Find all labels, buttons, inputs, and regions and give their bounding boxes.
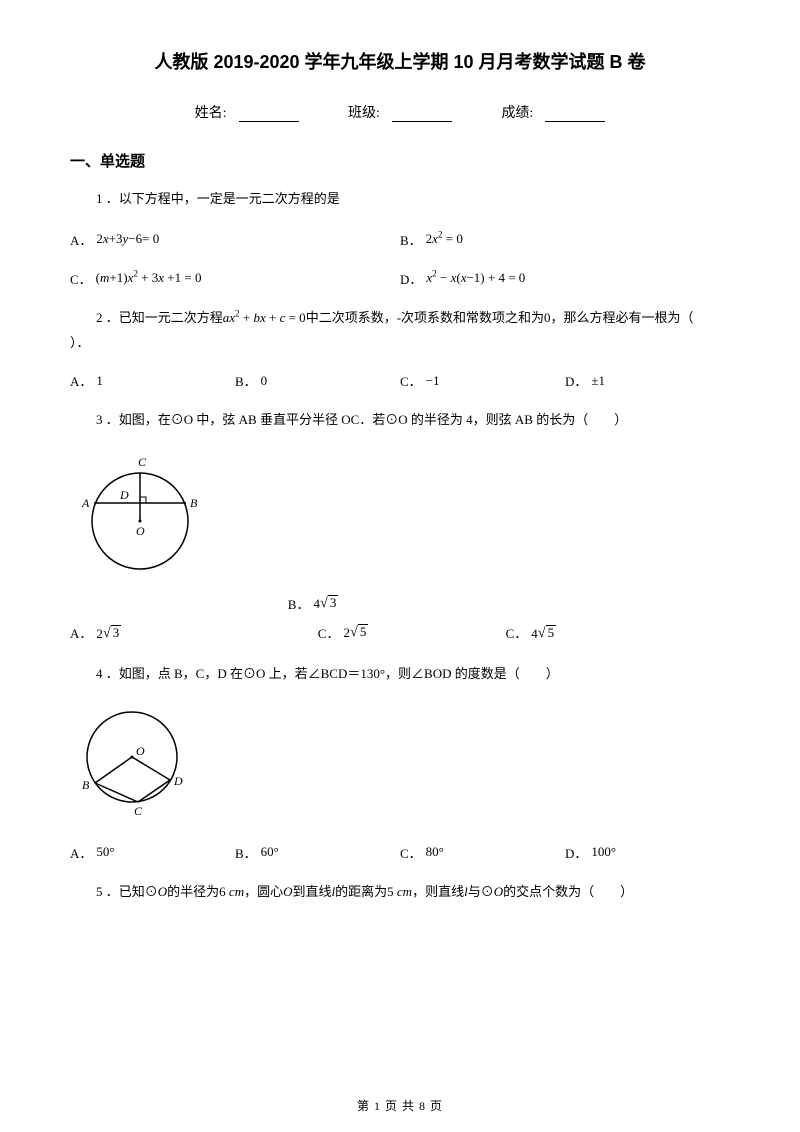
- q4-option-c[interactable]: C．80°: [400, 843, 565, 862]
- name-blank[interactable]: [239, 108, 299, 122]
- q4-option-d[interactable]: D．100°: [565, 843, 730, 862]
- q3-diagram: C A B D O: [70, 451, 730, 576]
- q4-option-b[interactable]: B．60°: [235, 843, 400, 862]
- q3-option-a[interactable]: A． 2√3: [70, 594, 288, 642]
- opt-label: B．: [400, 230, 422, 249]
- q1-option-c[interactable]: C． (m+1)x2 + 3x +1 = 0: [70, 269, 400, 288]
- q3-text: 3 ．如图，在⊙O 中，弦 AB 垂直平分半径 OC．若⊙O 的半径为 4，则弦…: [70, 410, 730, 431]
- math-expr: x2 − x(x−1) + 4 = 0: [426, 270, 525, 286]
- q3-option-c2[interactable]: C． 2√5: [318, 623, 506, 642]
- q3-option-c[interactable]: C． 4√5: [506, 594, 730, 642]
- svg-text:B: B: [82, 778, 90, 792]
- score-blank[interactable]: [545, 108, 605, 122]
- q2-option-d[interactable]: D．±1: [565, 371, 730, 390]
- svg-text:A: A: [81, 496, 90, 510]
- q2-option-c[interactable]: C．−1: [400, 371, 565, 390]
- svg-text:C: C: [138, 455, 147, 469]
- math-expr: 2x2 = 0: [426, 231, 463, 247]
- q4-text: 4 ．如图，点 B，C，D 在⊙O 上，若∠BCD＝130°，则∠BOD 的度数…: [70, 664, 730, 685]
- math-expr: 2x+3y−6= 0: [96, 231, 159, 247]
- q1-option-d[interactable]: D． x2 − x(x−1) + 4 = 0: [400, 269, 730, 288]
- section-1-header: 一、单选题: [70, 150, 730, 171]
- q4-option-a[interactable]: A．50°: [70, 843, 235, 862]
- q4-options: A．50° B．60° C．80° D．100°: [70, 843, 730, 862]
- q1-text: 1 ．以下方程中，一定是一元二次方程的是: [70, 189, 730, 210]
- svg-text:D: D: [119, 488, 129, 502]
- q3-options: A． 2√3 B． 4√3 C． 2√5 C． 4√5: [70, 594, 730, 642]
- svg-text:D: D: [173, 774, 183, 788]
- q1-options-row1: A． 2x+3y−6= 0 B． 2x2 = 0: [70, 230, 730, 249]
- q3-option-b[interactable]: B． 4√3: [288, 594, 506, 613]
- opt-label: D．: [400, 269, 422, 288]
- q2-option-b[interactable]: B．0: [235, 371, 400, 390]
- svg-text:C: C: [134, 804, 143, 818]
- math-expr: (m+1)x2 + 3x +1 = 0: [96, 270, 202, 286]
- q2-close: ）．: [70, 333, 730, 354]
- opt-label: A．: [70, 230, 92, 249]
- q2-text: 2 ．已知一元二次方程ax2 + bx + c = 0中二次项系数，-次项系数和…: [70, 308, 730, 329]
- svg-text:O: O: [136, 744, 145, 758]
- exam-title: 人教版 2019-2020 学年九年级上学期 10 月月考数学试题 B 卷: [70, 48, 730, 74]
- page-footer: 第 1 页 共 8 页: [0, 1097, 800, 1114]
- class-label: 班级:: [348, 106, 380, 121]
- q4-diagram: O B C D: [70, 705, 730, 825]
- svg-text:O: O: [136, 524, 145, 538]
- q2-options: A．1 B．0 C．−1 D．±1: [70, 371, 730, 390]
- score-label: 成绩:: [501, 106, 533, 121]
- opt-label: C．: [70, 269, 92, 288]
- q5-text: 5 ．已知⊙O的半径为6 cm，圆心O到直线l的距离为5 cm，则直线l与⊙O的…: [70, 882, 730, 903]
- q1-option-a[interactable]: A． 2x+3y−6= 0: [70, 230, 400, 249]
- class-blank[interactable]: [392, 108, 452, 122]
- student-info-line: 姓名: 班级: 成绩:: [70, 102, 730, 122]
- q2-option-a[interactable]: A．1: [70, 371, 235, 390]
- svg-text:B: B: [190, 496, 198, 510]
- q1-option-b[interactable]: B． 2x2 = 0: [400, 230, 730, 249]
- q1-options-row2: C． (m+1)x2 + 3x +1 = 0 D． x2 − x(x−1) + …: [70, 269, 730, 288]
- name-label: 姓名:: [195, 106, 227, 121]
